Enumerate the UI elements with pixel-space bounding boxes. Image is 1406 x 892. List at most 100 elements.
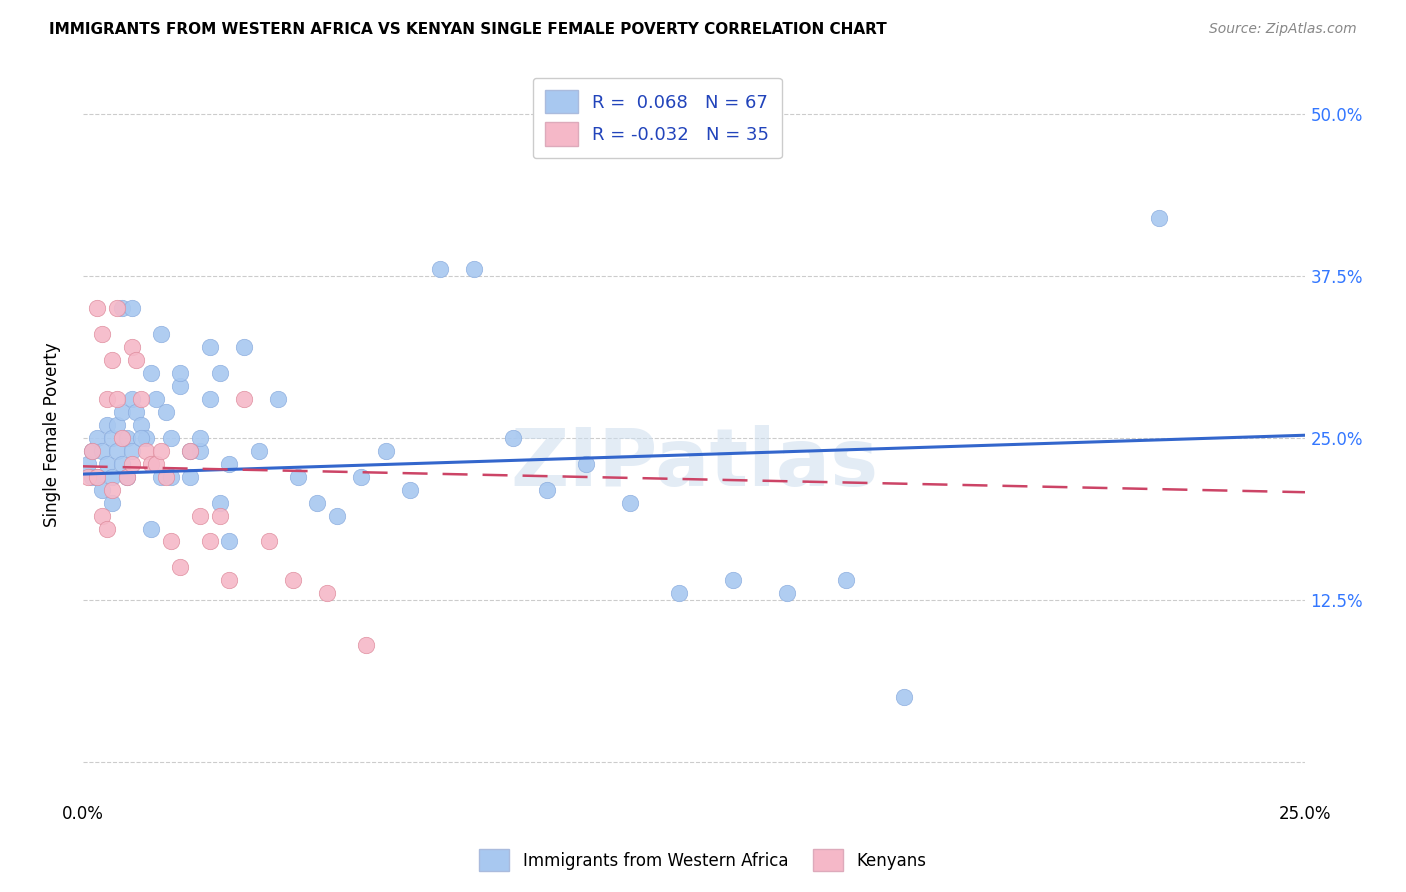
Point — [101, 483, 124, 497]
Point — [619, 495, 641, 509]
Point — [159, 431, 181, 445]
Point — [121, 301, 143, 316]
Point — [121, 443, 143, 458]
Point — [159, 534, 181, 549]
Point — [188, 431, 211, 445]
Point — [76, 469, 98, 483]
Point — [208, 508, 231, 523]
Point — [169, 560, 191, 574]
Point — [575, 457, 598, 471]
Point — [82, 469, 104, 483]
Point — [139, 457, 162, 471]
Point — [101, 353, 124, 368]
Point — [82, 443, 104, 458]
Point — [135, 431, 157, 445]
Point — [149, 443, 172, 458]
Point — [208, 495, 231, 509]
Point — [101, 469, 124, 483]
Point — [145, 457, 167, 471]
Point — [111, 405, 134, 419]
Point — [111, 457, 134, 471]
Point — [121, 340, 143, 354]
Point — [96, 457, 118, 471]
Point — [91, 483, 114, 497]
Point — [834, 574, 856, 588]
Point — [536, 483, 558, 497]
Point — [326, 508, 349, 523]
Point — [86, 469, 108, 483]
Point — [91, 508, 114, 523]
Point — [105, 392, 128, 406]
Point — [149, 469, 172, 483]
Point — [121, 457, 143, 471]
Point — [247, 443, 270, 458]
Point — [307, 495, 329, 509]
Point — [86, 301, 108, 316]
Point — [267, 392, 290, 406]
Point — [149, 327, 172, 342]
Legend: R =  0.068   N = 67, R = -0.032   N = 35: R = 0.068 N = 67, R = -0.032 N = 35 — [533, 78, 782, 158]
Point — [893, 690, 915, 704]
Point — [131, 392, 153, 406]
Point — [179, 443, 201, 458]
Point — [179, 469, 201, 483]
Point — [125, 405, 148, 419]
Point — [96, 392, 118, 406]
Point — [139, 366, 162, 380]
Point — [91, 327, 114, 342]
Point — [198, 534, 221, 549]
Point — [429, 262, 451, 277]
Point — [463, 262, 485, 277]
Y-axis label: Single Female Poverty: Single Female Poverty — [44, 343, 60, 527]
Point — [208, 366, 231, 380]
Point — [776, 586, 799, 600]
Text: IMMIGRANTS FROM WESTERN AFRICA VS KENYAN SINGLE FEMALE POVERTY CORRELATION CHART: IMMIGRANTS FROM WESTERN AFRICA VS KENYAN… — [49, 22, 887, 37]
Point — [139, 522, 162, 536]
Point — [101, 495, 124, 509]
Point — [91, 443, 114, 458]
Point — [668, 586, 690, 600]
Point — [257, 534, 280, 549]
Point — [233, 340, 256, 354]
Point — [96, 522, 118, 536]
Point — [198, 392, 221, 406]
Point — [96, 417, 118, 432]
Point — [111, 431, 134, 445]
Point — [135, 443, 157, 458]
Point — [131, 417, 153, 432]
Point — [1147, 211, 1170, 225]
Point — [233, 392, 256, 406]
Point — [179, 443, 201, 458]
Point — [169, 379, 191, 393]
Point — [111, 301, 134, 316]
Point — [374, 443, 396, 458]
Point — [131, 431, 153, 445]
Point — [281, 574, 304, 588]
Point — [316, 586, 339, 600]
Point — [125, 353, 148, 368]
Point — [115, 469, 138, 483]
Point — [356, 638, 378, 652]
Point — [76, 457, 98, 471]
Point — [86, 431, 108, 445]
Text: ZIPatlas: ZIPatlas — [510, 425, 879, 503]
Point — [188, 443, 211, 458]
Point — [155, 469, 177, 483]
Point — [105, 443, 128, 458]
Text: Source: ZipAtlas.com: Source: ZipAtlas.com — [1209, 22, 1357, 37]
Point — [169, 366, 191, 380]
Point — [121, 392, 143, 406]
Legend: Immigrants from Western Africa, Kenyans: Immigrants from Western Africa, Kenyans — [471, 841, 935, 880]
Point — [218, 534, 240, 549]
Point — [86, 469, 108, 483]
Point — [115, 469, 138, 483]
Point — [198, 340, 221, 354]
Point — [105, 301, 128, 316]
Point — [218, 574, 240, 588]
Point — [82, 443, 104, 458]
Point — [721, 574, 744, 588]
Point — [350, 469, 373, 483]
Point — [218, 457, 240, 471]
Point — [502, 431, 524, 445]
Point — [159, 469, 181, 483]
